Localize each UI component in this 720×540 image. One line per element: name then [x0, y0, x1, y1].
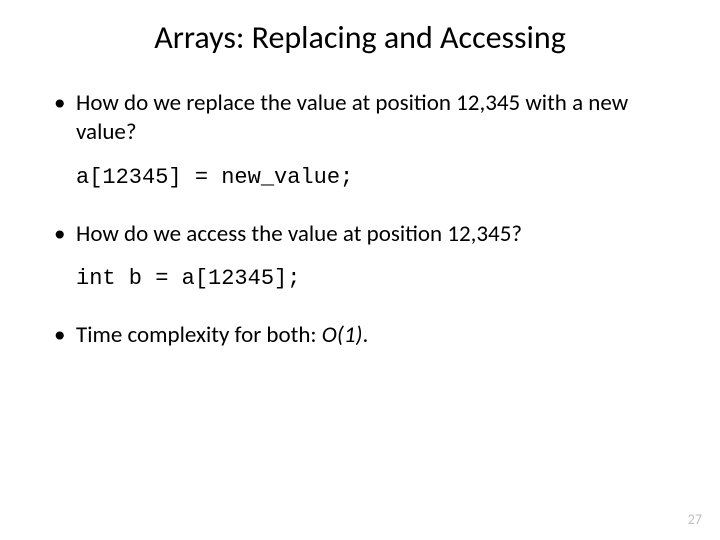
bullet-list: How do we replace the value at position …	[48, 89, 672, 147]
bullet-text-suffix: .	[362, 321, 368, 349]
slide: Arrays: Replacing and Accessing How do w…	[0, 0, 720, 540]
bullet-item: How do we replace the value at position …	[48, 89, 672, 147]
bullet-text: How do we access the value at position 1…	[76, 220, 522, 248]
bullet-item: Time complexity for both: O(1).	[48, 321, 672, 350]
bullet-text-emph: O(1)	[322, 321, 363, 349]
bullet-text: How do we replace the value at position …	[76, 89, 628, 146]
page-number: 27	[688, 511, 702, 528]
bullet-list: How do we access the value at position 1…	[48, 220, 672, 249]
slide-title: Arrays: Replacing and Accessing	[48, 18, 672, 57]
code-block: a[12345] = new_value;	[48, 165, 672, 190]
bullet-list: Time complexity for both: O(1).	[48, 321, 672, 350]
code-block: int b = a[12345];	[48, 266, 672, 291]
bullet-item: How do we access the value at position 1…	[48, 220, 672, 249]
bullet-text-prefix: Time complexity for both:	[76, 321, 322, 349]
